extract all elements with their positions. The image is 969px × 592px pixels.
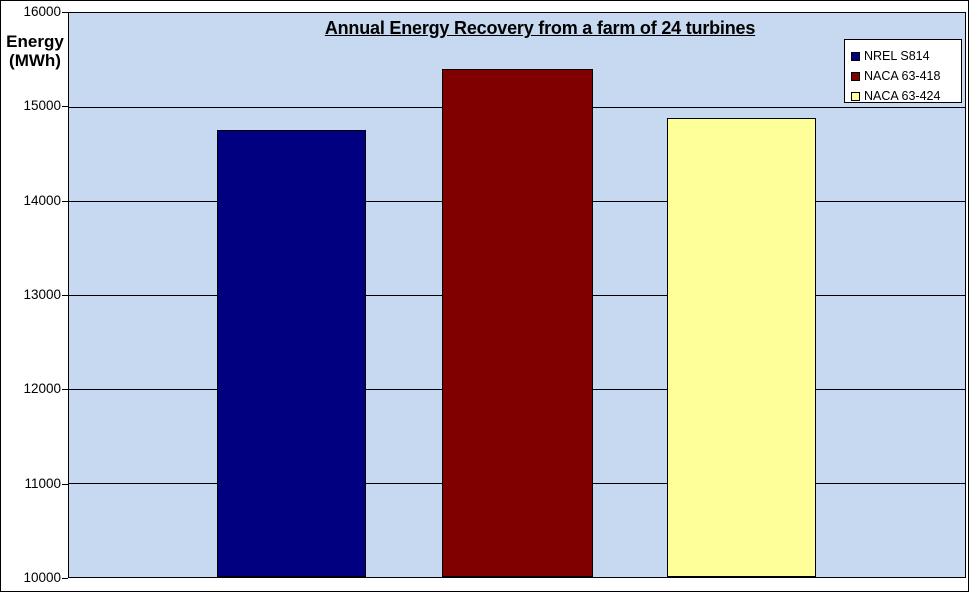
legend-swatch-icon <box>851 71 860 81</box>
y-tick-label-15000: 15000 <box>23 98 61 113</box>
legend-item-nrel-s814: NREL S814 <box>851 46 961 66</box>
y-tick-mark-12000 <box>62 389 68 390</box>
y-tick-mark-14000 <box>62 201 68 202</box>
y-tick-label-11000: 11000 <box>24 476 61 491</box>
legend-label: NREL S814 <box>864 48 930 63</box>
y-tick-mark-13000 <box>62 295 68 296</box>
y-axis-title-line-1: Energy <box>6 32 64 51</box>
y-tick-mark-16000 <box>62 12 68 13</box>
chart-title: Annual Energy Recovery from a farm of 24… <box>324 18 756 38</box>
y-tick-mark-15000 <box>62 106 68 107</box>
y-axis-title: Energy (MWh) <box>3 32 67 70</box>
legend-item-naca-63-424: NACA 63-424 <box>851 86 961 106</box>
legend-item-naca-63-418: NACA 63-418 <box>851 66 961 86</box>
plot-area: Annual Energy Recovery from a farm of 24… <box>68 12 966 578</box>
y-tick-label-10000: 10000 <box>23 570 61 585</box>
y-tick-label-16000: 16000 <box>23 4 61 19</box>
legend-label: NACA 63-424 <box>864 88 941 103</box>
bar-naca-63-418 <box>442 69 593 577</box>
bar-nrel-s814 <box>217 130 366 577</box>
y-tick-mark-11000 <box>62 484 68 485</box>
legend-label: NACA 63-418 <box>864 68 941 83</box>
legend-swatch-icon <box>851 51 860 61</box>
y-tick-label-14000: 14000 <box>23 193 61 208</box>
y-tick-mark-10000 <box>62 578 68 579</box>
y-tick-label-13000: 13000 <box>23 287 61 302</box>
bar-naca-63-424 <box>667 118 816 577</box>
legend-swatch-icon <box>851 91 860 101</box>
legend: NREL S814 NACA 63-418 NACA 63-424 <box>844 39 962 103</box>
y-axis-title-line-2: (MWh) <box>9 51 61 70</box>
y-tick-label-12000: 12000 <box>23 381 61 396</box>
